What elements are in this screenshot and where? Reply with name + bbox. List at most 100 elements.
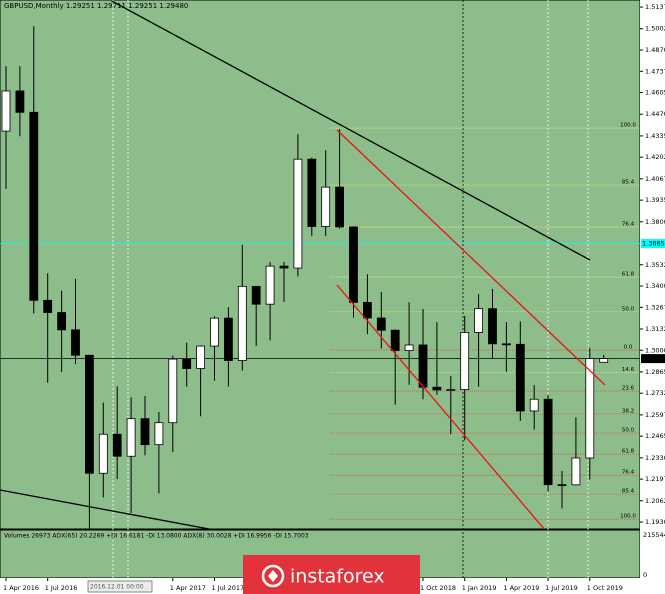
y-tick-label: 1.35325 (645, 261, 665, 269)
candle-body (515, 343, 525, 412)
y-tick-label: 1.50025 (645, 25, 665, 33)
y-tick-label: 1.40675 (645, 175, 665, 183)
y-tick-label: 1.23300 (645, 454, 665, 462)
y-tick-label: 1.44700 (645, 110, 665, 118)
x-tick-label: 1 Jul 2016 (45, 584, 78, 592)
candle-body (543, 398, 553, 486)
y-tick-label: 1.47375 (645, 67, 665, 75)
candle-body (154, 422, 164, 446)
candle-body (265, 265, 275, 305)
y-tick-label: 1.19300 (645, 518, 665, 526)
fibo-label: 85.4 (622, 489, 635, 495)
channel-line (336, 129, 606, 386)
candle-body (599, 358, 609, 363)
candle-body (196, 345, 206, 369)
y-tick-label: 1.32675 (645, 303, 665, 311)
fibo-label: 38.2 (622, 409, 634, 415)
fibo-label: 50.0 (622, 306, 635, 312)
y-tick-label: 1.39350 (645, 196, 665, 204)
x-tick-label: 1 Jul 2017 (212, 584, 245, 592)
candle-body (432, 386, 442, 391)
fibo-label: 76.4 (622, 470, 635, 476)
price-axis (640, 0, 665, 594)
candle-body (210, 317, 219, 347)
candle-body (140, 418, 150, 446)
fibo-label: 76.4 (622, 222, 635, 228)
candle-body (488, 308, 497, 345)
price-level-box (641, 354, 665, 364)
indicator-title: Volumes 26973 ADX(65) 20.2269 +DI 16.618… (4, 533, 309, 540)
y-tick-label: 1.30000 (645, 346, 665, 354)
fibo-label: 50.0 (622, 428, 635, 434)
price-level-box (641, 238, 665, 248)
candle-body (85, 354, 94, 474)
candle-body (460, 332, 470, 390)
fibo-label: 61.8 (622, 449, 635, 455)
trend-lines (0, 1, 606, 529)
y-tick-label: 1.21975 (645, 475, 665, 483)
candle-body (418, 344, 428, 388)
candle-body (29, 111, 39, 301)
y-tick-label: 1.51375 (645, 3, 665, 11)
trend-line (110, 1, 591, 261)
x-tick-label: 1 Oct 2018 (420, 584, 456, 592)
candle-body (349, 226, 358, 303)
candle-body (43, 299, 53, 313)
y-tick-label: 1.25975 (645, 411, 665, 419)
candle-body (279, 265, 289, 269)
indicator-tick-label: 0 (643, 571, 647, 579)
y-tick-label: 1.34000 (645, 282, 665, 290)
candle-body (15, 90, 25, 113)
candle-body (474, 308, 484, 333)
candle-body (501, 343, 511, 346)
axis: 1.51375 1.50025 1.48700 1.47375 1.46050 1.447… (3, 3, 665, 592)
brand-logo-mark (268, 570, 278, 582)
candle-body (251, 285, 261, 305)
x-tick-label: 1 Apr 2019 (503, 584, 539, 592)
cursor-box (87, 580, 153, 593)
candle-body (98, 433, 108, 474)
brand-name: instaforex (290, 566, 385, 588)
x-tick-label: 1 Jul 2019 (545, 584, 578, 592)
candle-body (376, 317, 386, 331)
candle-body (404, 344, 414, 351)
cursor-label: 2016.12.01 00:00 (90, 584, 144, 591)
y-tick-label: 1.28650 (645, 368, 665, 376)
x-tick-label: 1 Apr 2017 (170, 584, 206, 592)
trend-line (0, 489, 213, 529)
y-tick-label: 1.20625 (645, 497, 665, 505)
candle-body (307, 158, 317, 227)
fibo-label: 61.8 (622, 272, 635, 278)
candle-body (321, 186, 331, 227)
y-tick-label: 1.31325 (645, 325, 665, 333)
indicator-tick-label: 2155447 (643, 531, 665, 539)
price-level-label: 1.36650 (642, 239, 665, 247)
candle-body (571, 457, 581, 486)
candle-body (57, 312, 66, 331)
candle-body (529, 398, 539, 412)
candle-body (182, 358, 192, 369)
fibo-label: 14.6 (622, 367, 635, 373)
x-tick-label: 1 Oct 2019 (587, 584, 623, 592)
x-tick-label: 1 Apr 2016 (3, 584, 39, 592)
candle-body (71, 329, 80, 356)
candle-body (223, 317, 233, 361)
fibo-label: 85.4 (622, 180, 635, 186)
candle-body (585, 358, 595, 459)
candle-body (362, 302, 372, 319)
y-tick-label: 1.24650 (645, 432, 665, 440)
y-tick-label: 1.43350 (645, 132, 665, 140)
y-tick-label: 1.48700 (645, 46, 665, 54)
candle-body (168, 358, 178, 424)
candle-body (557, 484, 567, 487)
candle-body (112, 433, 122, 457)
y-tick-label: 1.27325 (645, 389, 665, 397)
fibo-label: 0.0 (624, 345, 633, 351)
x-tick-label: 1 Jan 2019 (462, 584, 497, 592)
candle-body (390, 329, 400, 351)
fibo-label: 100.0 (620, 514, 636, 520)
candle-body (335, 186, 345, 228)
chart-title: GBPUSD,Monthly 1.29251 1.29711 1.29251 1… (4, 2, 188, 10)
y-tick-label: 1.38000 (645, 218, 665, 226)
